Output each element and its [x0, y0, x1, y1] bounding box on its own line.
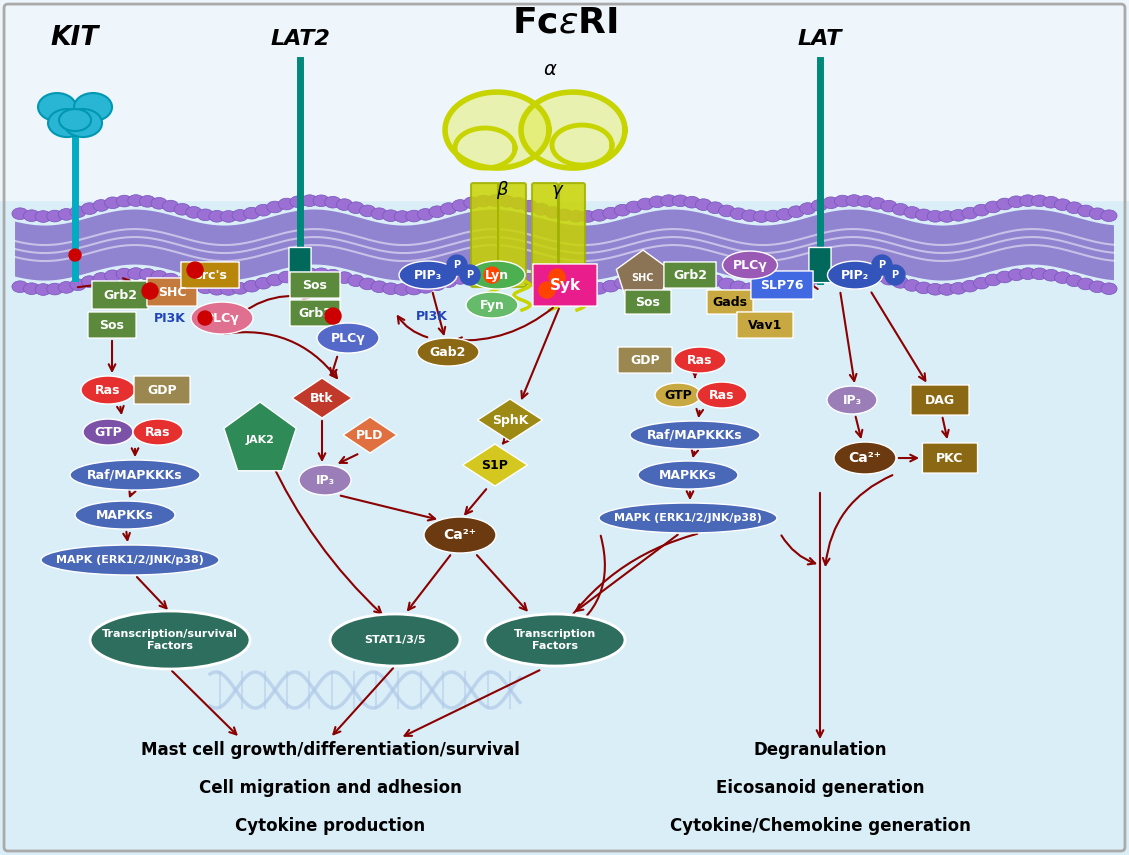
Text: PLCγ: PLCγ [204, 311, 239, 325]
Ellipse shape [394, 284, 411, 295]
Ellipse shape [81, 203, 97, 215]
Ellipse shape [220, 284, 237, 295]
Text: SphK: SphK [492, 414, 528, 427]
Text: Eicosanoid generation: Eicosanoid generation [716, 779, 925, 797]
Text: Raf/MAPKKKs: Raf/MAPKKKs [87, 469, 183, 481]
Ellipse shape [418, 281, 434, 293]
Ellipse shape [466, 292, 518, 318]
Ellipse shape [452, 199, 469, 211]
FancyBboxPatch shape [922, 443, 978, 473]
FancyBboxPatch shape [91, 281, 148, 310]
Ellipse shape [984, 274, 1001, 286]
Ellipse shape [383, 209, 399, 221]
Ellipse shape [718, 278, 735, 290]
Text: P: P [892, 270, 899, 280]
Text: Ras: Ras [688, 353, 712, 367]
Circle shape [69, 249, 81, 261]
Text: Ca²⁺: Ca²⁺ [444, 528, 476, 542]
Text: MAPKKs: MAPKKs [659, 469, 717, 481]
Text: Gab2: Gab2 [430, 345, 466, 358]
Ellipse shape [973, 277, 990, 289]
Ellipse shape [625, 274, 642, 286]
Text: Cytokine/Chemokine generation: Cytokine/Chemokine generation [669, 817, 971, 835]
Ellipse shape [695, 199, 711, 210]
Ellipse shape [163, 200, 178, 212]
Ellipse shape [209, 283, 225, 295]
Ellipse shape [904, 207, 920, 218]
Ellipse shape [59, 209, 75, 221]
Ellipse shape [24, 283, 40, 294]
Ellipse shape [858, 268, 874, 280]
Ellipse shape [35, 284, 51, 295]
Ellipse shape [469, 261, 525, 289]
Ellipse shape [1054, 272, 1070, 284]
Ellipse shape [151, 198, 167, 209]
Ellipse shape [49, 109, 86, 137]
Ellipse shape [198, 209, 213, 221]
Ellipse shape [707, 274, 724, 286]
Ellipse shape [592, 209, 607, 221]
Text: PLCγ: PLCγ [733, 258, 768, 272]
Ellipse shape [185, 280, 202, 292]
Ellipse shape [1043, 197, 1059, 208]
Ellipse shape [614, 204, 630, 216]
Ellipse shape [38, 93, 76, 121]
FancyBboxPatch shape [498, 183, 526, 287]
Ellipse shape [765, 283, 781, 295]
Circle shape [187, 262, 203, 278]
Ellipse shape [93, 199, 110, 211]
FancyBboxPatch shape [134, 376, 190, 404]
Ellipse shape [359, 278, 376, 290]
Ellipse shape [730, 208, 746, 220]
Ellipse shape [105, 270, 121, 281]
Polygon shape [343, 417, 397, 453]
Ellipse shape [105, 197, 121, 209]
FancyBboxPatch shape [625, 290, 671, 314]
Ellipse shape [116, 268, 132, 280]
Text: PIP₃: PIP₃ [414, 268, 443, 281]
Ellipse shape [927, 210, 944, 222]
Polygon shape [224, 402, 296, 471]
Ellipse shape [220, 210, 237, 222]
Ellipse shape [1078, 205, 1094, 217]
Text: SLP76: SLP76 [760, 279, 804, 292]
Ellipse shape [858, 196, 874, 207]
Text: Vav1: Vav1 [747, 319, 782, 332]
Ellipse shape [1008, 269, 1024, 280]
Ellipse shape [599, 503, 777, 533]
Ellipse shape [557, 209, 572, 221]
Ellipse shape [163, 274, 178, 285]
Ellipse shape [116, 195, 132, 207]
Ellipse shape [777, 209, 793, 221]
Ellipse shape [198, 282, 213, 293]
Ellipse shape [753, 210, 770, 222]
Ellipse shape [313, 268, 330, 280]
Ellipse shape [881, 274, 896, 285]
Ellipse shape [35, 210, 51, 222]
Ellipse shape [649, 269, 665, 280]
Text: Cell migration and adhesion: Cell migration and adhesion [199, 779, 462, 797]
Text: Fyn: Fyn [480, 298, 505, 311]
Ellipse shape [973, 204, 990, 216]
Ellipse shape [399, 261, 457, 289]
Ellipse shape [12, 280, 28, 292]
Ellipse shape [233, 282, 248, 294]
Ellipse shape [313, 195, 330, 207]
Ellipse shape [499, 196, 515, 207]
Circle shape [142, 283, 158, 299]
Polygon shape [15, 209, 1114, 280]
Ellipse shape [1019, 195, 1036, 207]
Ellipse shape [916, 282, 931, 294]
Ellipse shape [951, 282, 966, 294]
Text: $\beta$: $\beta$ [496, 179, 508, 201]
Ellipse shape [1032, 268, 1048, 280]
Ellipse shape [174, 276, 191, 288]
Ellipse shape [1043, 269, 1059, 281]
Ellipse shape [846, 268, 863, 280]
Ellipse shape [614, 277, 630, 289]
Ellipse shape [1089, 208, 1105, 220]
Ellipse shape [1101, 209, 1117, 221]
Text: Sos: Sos [99, 319, 124, 332]
Text: Btk: Btk [310, 392, 334, 404]
